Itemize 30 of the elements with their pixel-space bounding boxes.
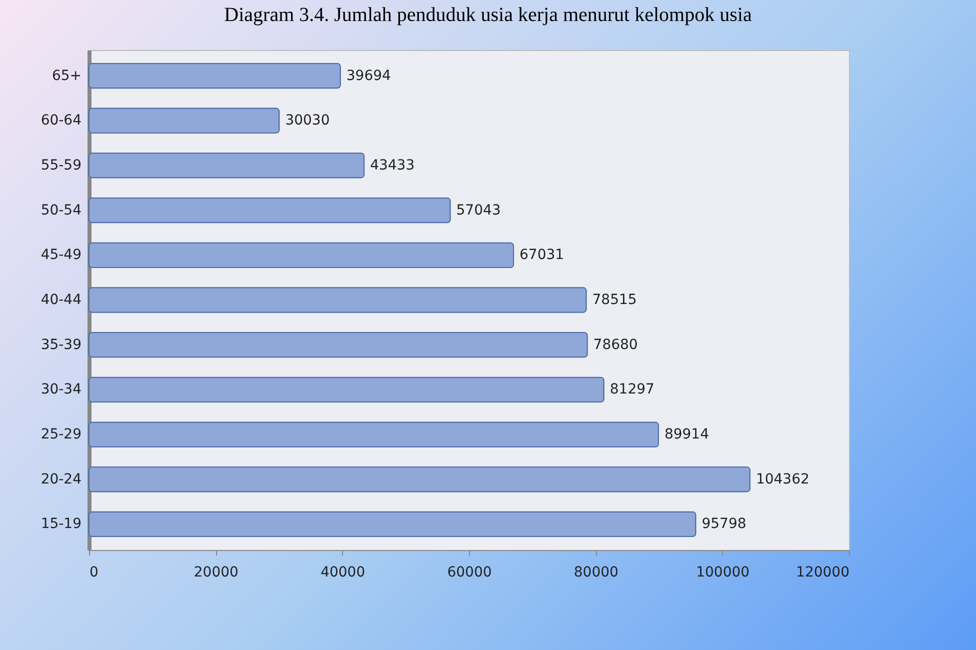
x-tick-label: 20000 — [194, 564, 238, 580]
y-tick-label: 20-24 — [40, 471, 82, 488]
y-tick-label: 65+ — [52, 68, 82, 84]
data-label: 81297 — [610, 382, 654, 398]
data-label: 95798 — [702, 516, 746, 532]
y-tick-label: 15-19 — [40, 516, 82, 532]
data-label: 43433 — [370, 157, 415, 174]
chart-title: Diagram 3.4. Jumlah penduduk usia kerja menurut kelompok usia — [223, 3, 753, 28]
x-tick-label: 80000 — [574, 564, 618, 580]
data-label: 57043 — [456, 202, 501, 218]
data-label: 89914 — [664, 426, 710, 443]
data-label: 30030 — [285, 112, 330, 129]
y-tick-label: 45-49 — [40, 247, 82, 264]
data-label: 78515 — [592, 292, 637, 308]
y-tick-label: 25-29 — [40, 426, 82, 443]
y-tick-label: 30-34 — [40, 382, 82, 398]
data-label: 104362 — [756, 471, 810, 488]
y-tick-label: 55-59 — [40, 157, 82, 174]
y-tick-label: 50-54 — [40, 202, 82, 218]
x-tick-label: 40000 — [320, 564, 366, 580]
data-label: 67031 — [520, 247, 564, 264]
x-tick-label: 100000 — [696, 564, 750, 580]
data-label: 39694 — [346, 68, 392, 84]
x-tick-label: 60000 — [447, 564, 492, 580]
x-tick-label: 0 — [90, 564, 98, 580]
y-tick-label: 40-44 — [40, 292, 82, 308]
y-tick-label: 60-64 — [40, 112, 82, 129]
y-tick-label: 35-39 — [40, 336, 82, 353]
x-tick-label: 120000 — [796, 564, 850, 580]
data-label: 78680 — [593, 336, 638, 353]
